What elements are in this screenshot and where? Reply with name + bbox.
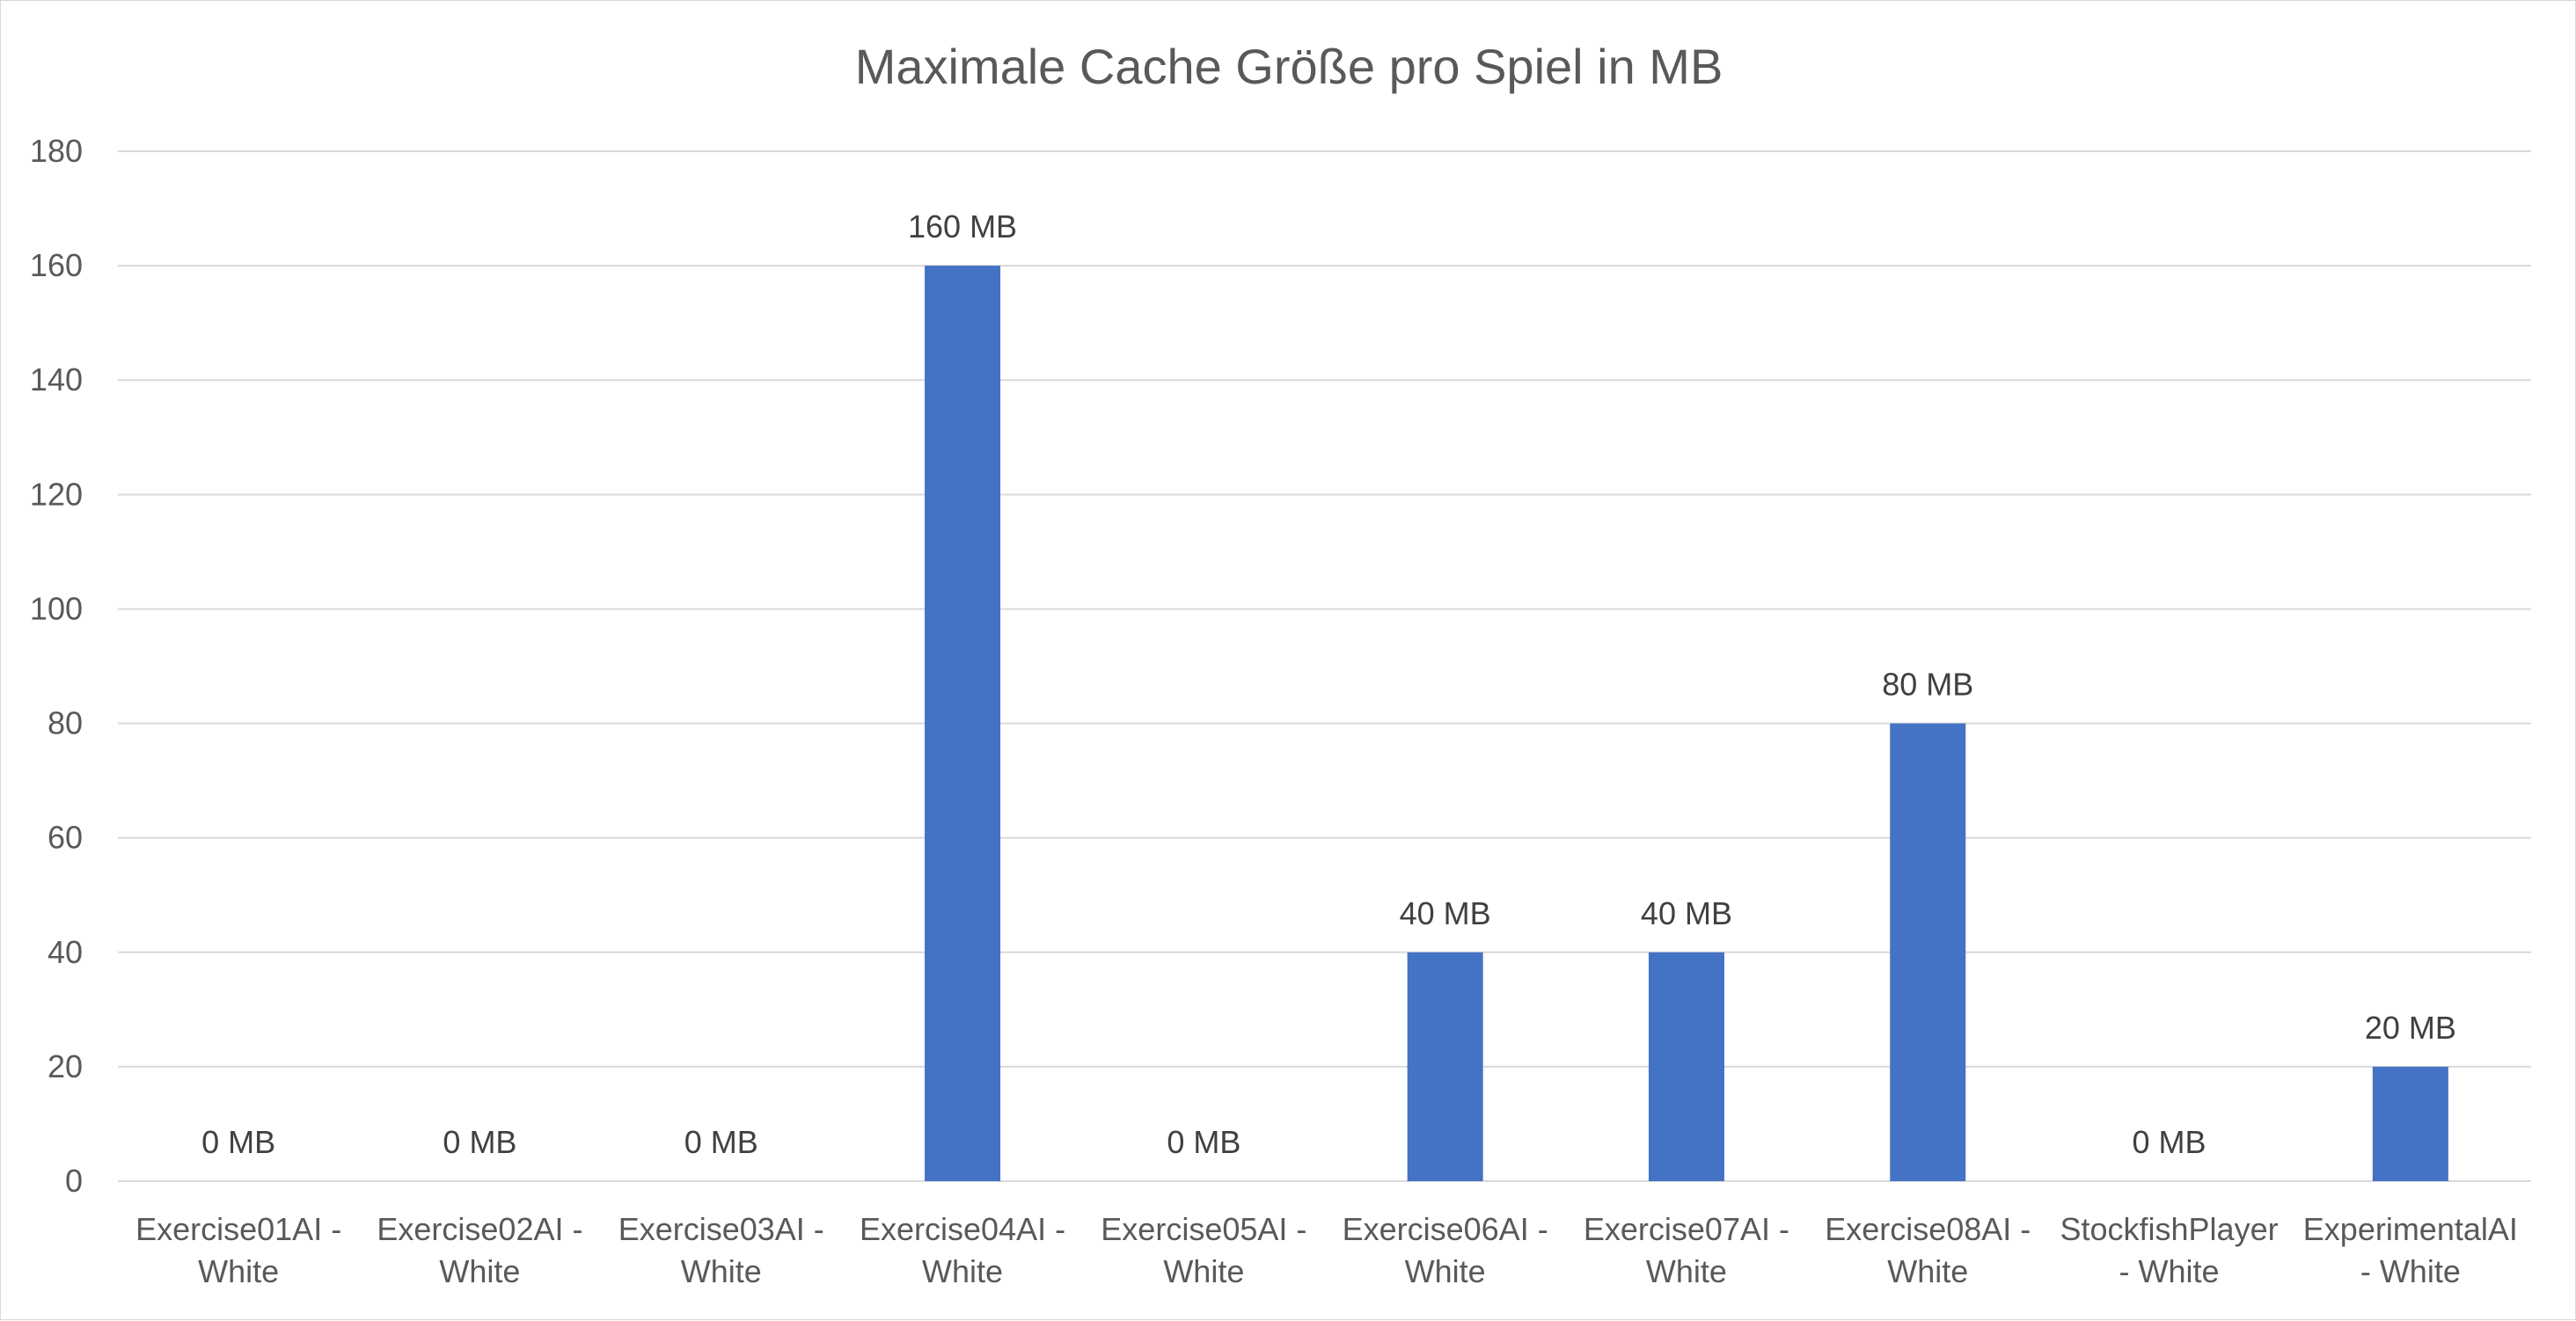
data-label: 80 MB: [1882, 667, 1973, 703]
y-tick-label: 20: [48, 1048, 83, 1084]
y-tick-label: 160: [30, 247, 83, 283]
y-tick-label: 0: [65, 1163, 83, 1199]
y-tick-label: 120: [30, 476, 83, 512]
data-label: 0 MB: [443, 1124, 516, 1160]
bar: [1407, 952, 1483, 1181]
data-labels: 0 MB 0 MB 0 MB 160 MB 0 MB 40 MB 40 MB 80 MB 0 M…: [201, 208, 2456, 1160]
y-tick-label: 40: [48, 934, 83, 970]
data-label: 0 MB: [1167, 1124, 1240, 1160]
y-tick-label: 80: [48, 705, 83, 741]
x-category-label: White: [681, 1253, 762, 1289]
chart-title: Maximale Cache Größe pro Spiel in MB: [855, 39, 1723, 94]
x-category-label: White: [1163, 1253, 1244, 1289]
x-category-label: Exercise08AI -: [1825, 1211, 2031, 1247]
x-category-label: Exercise02AI -: [377, 1211, 582, 1247]
x-category-label: White: [922, 1253, 1003, 1289]
x-category-label: Exercise03AI -: [618, 1211, 824, 1247]
bar: [925, 266, 1001, 1182]
x-category-label: White: [1405, 1253, 1486, 1289]
x-axis-categories: Exercise01AI - White Exercise02AI - White Ex…: [135, 1211, 2518, 1289]
x-category-label: ExperimentalAI: [2303, 1211, 2518, 1247]
data-label: 0 MB: [2133, 1124, 2206, 1160]
x-category-label: StockfishPlayer: [2060, 1211, 2278, 1247]
x-category-label: White: [198, 1253, 279, 1289]
x-category-label: - White: [2360, 1253, 2461, 1289]
bar: [1648, 952, 1724, 1181]
y-tick-label: 60: [48, 820, 83, 856]
y-tick-label: 100: [30, 590, 83, 626]
y-axis-ticks: 0 20 40 60 80 100 120 140 160 180: [30, 133, 83, 1199]
gridlines: [118, 150, 2531, 1182]
y-tick-label: 180: [30, 133, 83, 169]
x-category-label: White: [439, 1253, 520, 1289]
x-category-label: White: [1887, 1253, 1968, 1289]
bar: [1890, 723, 1966, 1181]
data-label: 0 MB: [684, 1124, 758, 1160]
x-category-label: Exercise05AI -: [1101, 1211, 1306, 1247]
data-label: 0 MB: [201, 1124, 275, 1160]
x-category-label: - White: [2119, 1253, 2220, 1289]
data-label: 20 MB: [2365, 1010, 2456, 1046]
x-category-label: Exercise07AI -: [1584, 1211, 1789, 1247]
data-label: 40 MB: [1641, 895, 1732, 931]
x-category-label: Exercise06AI -: [1343, 1211, 1548, 1247]
bar: [2372, 1066, 2448, 1181]
x-category-label: Exercise04AI -: [860, 1211, 1065, 1247]
data-label: 40 MB: [1400, 895, 1491, 931]
y-tick-label: 140: [30, 361, 83, 398]
bars: [925, 266, 2448, 1182]
x-category-label: Exercise01AI -: [135, 1211, 341, 1247]
x-category-label: White: [1646, 1253, 1727, 1289]
data-label: 160 MB: [908, 208, 1017, 244]
